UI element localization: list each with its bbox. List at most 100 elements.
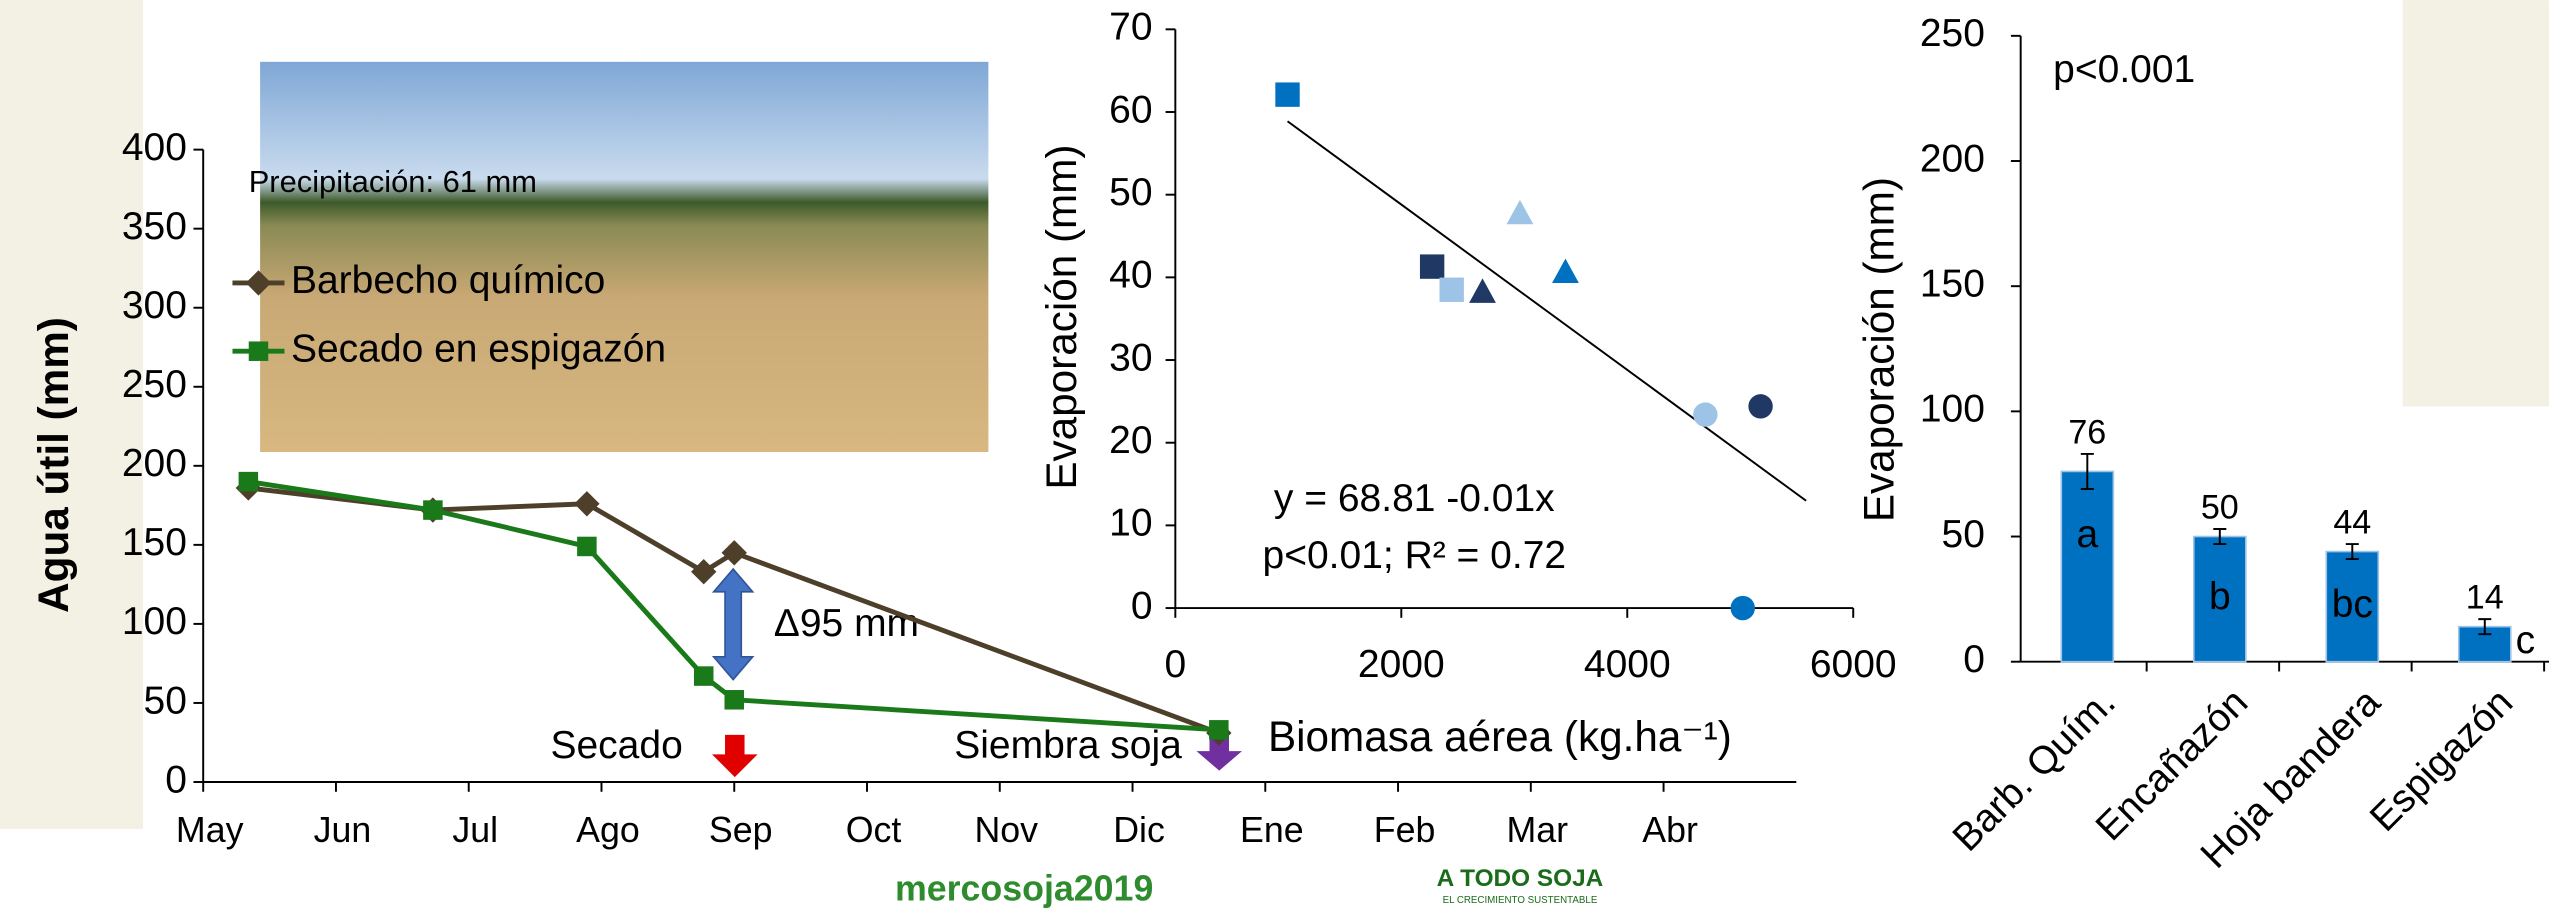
y-tick-label: 0 — [1963, 638, 1985, 681]
x-tick-label: Espigazón — [2362, 681, 2521, 840]
y-tick-label: 100 — [1920, 388, 1985, 431]
x-tick-label: 6000 — [1810, 643, 1897, 686]
marker — [724, 690, 745, 710]
y-tick-label: 50 — [144, 679, 187, 722]
y-tick-label: 60 — [1109, 88, 1152, 131]
y-tick-label: 0 — [1131, 584, 1153, 627]
x-tick-label: 0 — [1164, 643, 1186, 686]
x-tick-label: Ene — [1240, 810, 1304, 850]
marker — [423, 500, 443, 520]
logo: A TODO SOJA — [1437, 865, 1604, 892]
marker — [1209, 720, 1229, 740]
y-tick-label: 0 — [165, 758, 187, 801]
annotation: Siembra soja — [954, 724, 1182, 767]
marker — [577, 536, 597, 557]
value-label: 76 — [2068, 413, 2106, 451]
marker — [1439, 277, 1464, 302]
event-arrow — [1196, 734, 1242, 771]
marker — [574, 491, 600, 517]
marker — [693, 666, 714, 686]
y-tick-label: 150 — [122, 521, 187, 564]
marker — [1693, 402, 1718, 427]
legend-label: Barbecho químico — [291, 259, 605, 302]
marker — [721, 540, 747, 566]
x-tick-label: Dic — [1113, 810, 1165, 850]
annotation: Δ95 mm — [774, 602, 919, 645]
x-tick-label: Jun — [314, 810, 372, 850]
error-bar — [2080, 452, 2094, 490]
y-tick-label: 200 — [1920, 137, 1985, 180]
y-tick-label: 20 — [1109, 419, 1152, 462]
y-tick-label: 10 — [1109, 502, 1152, 545]
x-tick-label: Ago — [576, 810, 640, 850]
logo: mercosoja2019 — [895, 868, 1153, 908]
error-bar — [2345, 543, 2359, 561]
y-tick-label: 200 — [122, 442, 187, 485]
x-tick-label: Barb. Quím. — [1945, 681, 2124, 860]
annotation: y = 68.81 -0.01x — [1274, 477, 1555, 520]
value-label: 50 — [2201, 489, 2239, 527]
annotation: Secado — [550, 724, 682, 767]
y-axis-label: Agua útil (mm) — [30, 317, 77, 613]
y-tick-label: 40 — [1109, 254, 1152, 297]
marker — [691, 559, 717, 585]
y-tick-label: 400 — [122, 126, 187, 169]
significance-letter: bc — [2332, 583, 2373, 626]
marker — [238, 471, 259, 492]
bar — [2192, 535, 2247, 663]
x-tick-label: Nov — [974, 810, 1038, 850]
x-tick-label: 2000 — [1358, 643, 1445, 686]
difference-arrow — [711, 567, 755, 681]
x-tick-label: May — [176, 810, 244, 850]
significance-letter: b — [2209, 575, 2231, 618]
y-axis-label: Evaporación (mm) — [1038, 144, 1085, 489]
x-tick-label: Mar — [1507, 810, 1569, 850]
value-label: 44 — [2333, 504, 2371, 542]
line — [247, 479, 1219, 733]
marker — [1730, 595, 1755, 621]
x-axis-label: Biomasa aérea (kg.ha⁻¹) — [1268, 713, 1732, 760]
y-tick-label: 50 — [1109, 171, 1152, 214]
y-tick-label: 250 — [122, 363, 187, 406]
marker — [1419, 254, 1445, 279]
y-tick-label: 250 — [1920, 12, 1985, 55]
annotation: p<0.001 — [2053, 48, 2195, 91]
background-strip — [0, 0, 144, 830]
y-tick-label: 70 — [1109, 6, 1152, 49]
legend-label: Secado en espigazón — [291, 328, 666, 371]
value-label: 14 — [2466, 579, 2504, 617]
marker — [1748, 394, 1773, 419]
x-tick-label: Feb — [1374, 810, 1436, 850]
x-tick-label: 4000 — [1584, 643, 1671, 686]
y-tick-label: 50 — [1942, 513, 1985, 556]
y-tick-label: 150 — [1920, 262, 1985, 305]
marker — [1552, 258, 1579, 283]
photo-caption: Precipitación: 61 mm — [249, 164, 537, 199]
y-tick-label: 100 — [122, 600, 187, 643]
legend-marker — [248, 341, 269, 361]
significance-letter: c — [2516, 619, 2536, 662]
error-bar — [2213, 528, 2227, 546]
y-tick-label: 300 — [122, 284, 187, 327]
logo-subtitle: EL CRECIMIENTO SUSTENTABLE — [1443, 895, 1598, 906]
y-axis-label: Evaporación (mm) — [1856, 177, 1903, 522]
legend-marker — [245, 270, 272, 296]
error-bar — [2478, 618, 2492, 636]
marker — [1506, 199, 1534, 225]
y-tick-label: 350 — [122, 205, 187, 248]
marker — [1275, 82, 1300, 107]
photo — [260, 61, 989, 452]
event-arrow — [712, 734, 758, 778]
x-tick-label: Abr — [1642, 810, 1698, 850]
x-tick-label: Sep — [709, 810, 773, 850]
x-tick-label: Jul — [452, 810, 498, 850]
annotation: p<0.01; R² = 0.72 — [1263, 534, 1567, 577]
background-strip — [2402, 0, 2549, 407]
bar — [2060, 470, 2115, 663]
trendline — [1286, 120, 1807, 502]
y-tick-label: 30 — [1109, 336, 1152, 379]
marker — [1469, 278, 1496, 303]
significance-letter: a — [2076, 513, 2098, 556]
